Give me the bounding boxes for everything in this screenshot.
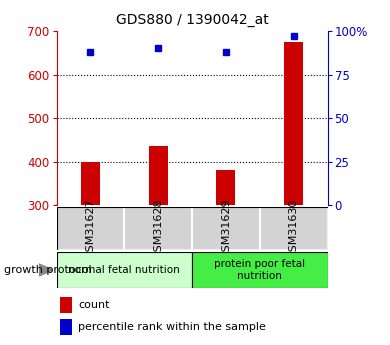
Bar: [60, 319, 72, 335]
Title: GDS880 / 1390042_at: GDS880 / 1390042_at: [116, 13, 268, 27]
Text: protein poor fetal
nutrition: protein poor fetal nutrition: [214, 259, 305, 281]
Bar: [284, 42, 303, 205]
Text: GSM31629: GSM31629: [221, 198, 231, 259]
Bar: [57, 252, 192, 288]
Bar: [192, 252, 328, 288]
Text: count: count: [78, 300, 110, 310]
Text: normal fetal nutrition: normal fetal nutrition: [68, 265, 180, 275]
Text: GSM31627: GSM31627: [85, 198, 96, 259]
Bar: [216, 169, 236, 205]
Text: percentile rank within the sample: percentile rank within the sample: [78, 322, 266, 332]
Bar: [124, 207, 192, 250]
Polygon shape: [39, 264, 53, 276]
Bar: [149, 146, 168, 205]
Bar: [60, 297, 72, 313]
Text: GSM31628: GSM31628: [153, 198, 163, 259]
Bar: [57, 207, 124, 250]
Text: growth protocol: growth protocol: [4, 265, 92, 275]
Bar: [192, 207, 260, 250]
Bar: [260, 207, 328, 250]
Bar: [81, 162, 100, 205]
Text: GSM31630: GSM31630: [289, 198, 299, 259]
